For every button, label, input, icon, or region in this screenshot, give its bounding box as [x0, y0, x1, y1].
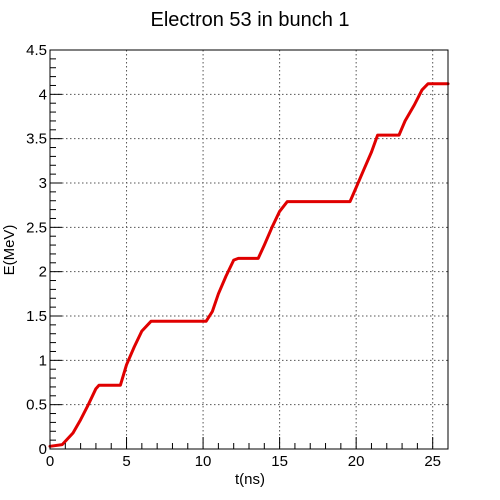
x-tick-label: 15 [271, 453, 288, 470]
x-axis-title: t(ns) [235, 471, 265, 488]
y-tick-label: 1 [39, 352, 47, 369]
x-tick-label: 5 [122, 453, 130, 470]
y-tick-label: 2 [39, 264, 47, 281]
tick-labels: 0 5 10 15 20 25 0 0.5 1 1.5 2 2.5 3 3.5 4 4.5 [26, 42, 441, 470]
series-line [48, 82, 450, 448]
grid [50, 50, 448, 449]
x-tick-label: 0 [46, 453, 54, 470]
axis-ticks [49, 49, 449, 450]
y-tick-label: 4.5 [26, 42, 47, 59]
x-tick-label: 20 [348, 453, 365, 470]
series-layer [48, 82, 450, 448]
y-tick-label: 2.5 [26, 219, 47, 236]
y-tick-label: 0.5 [26, 397, 47, 414]
x-tick-label: 10 [195, 453, 212, 470]
y-tick-label: 4 [39, 86, 47, 103]
chart-title: Electron 53 in bunch 1 [150, 9, 349, 31]
y-tick-label: 3 [39, 175, 47, 192]
x-tick-label: 25 [424, 453, 441, 470]
y-tick-label: 3.5 [26, 131, 47, 148]
y-tick-label: 0 [39, 441, 47, 458]
y-axis-title: E(MeV) [1, 225, 18, 276]
y-tick-label: 1.5 [26, 308, 47, 325]
